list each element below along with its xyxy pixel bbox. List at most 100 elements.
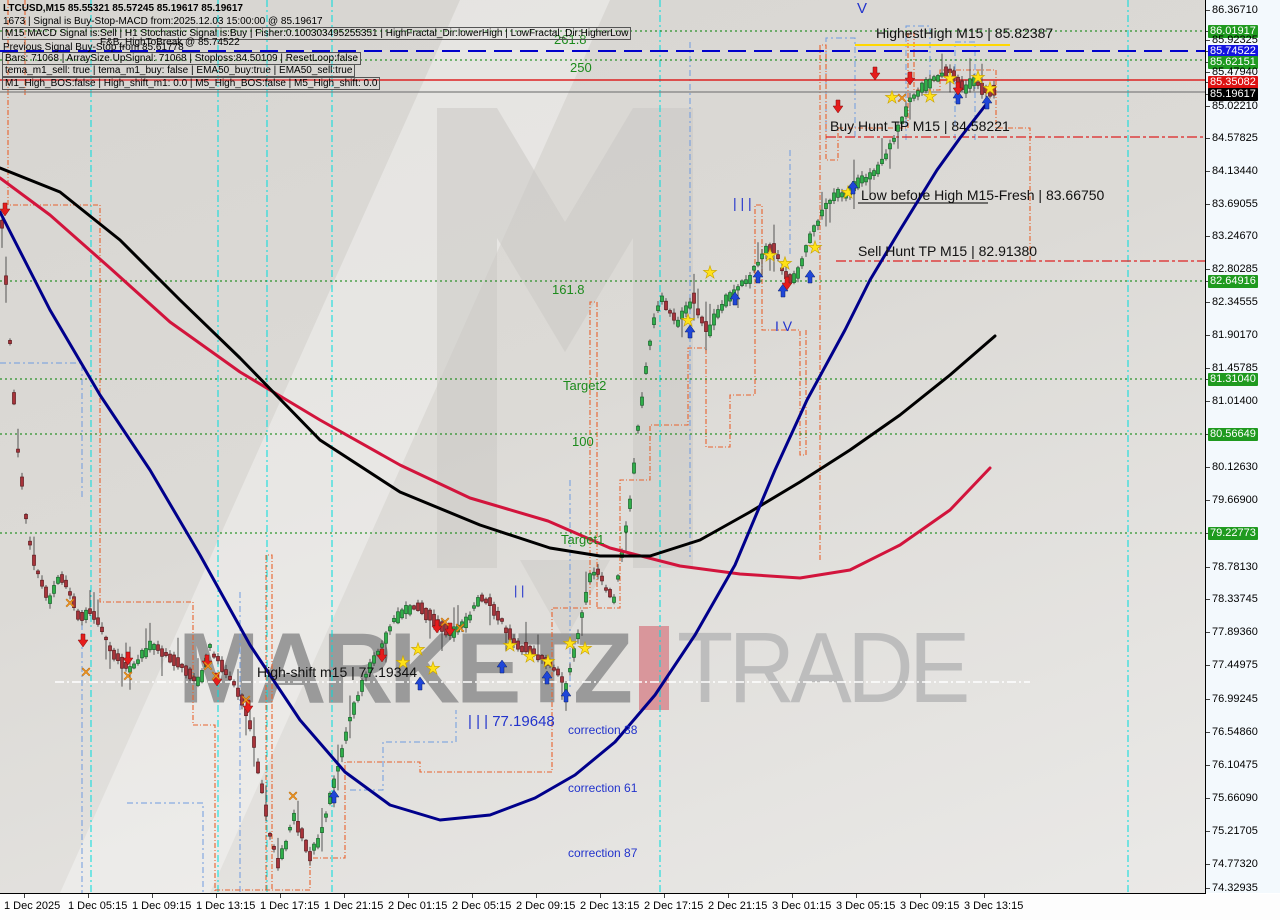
- candle: [392, 617, 396, 623]
- buy-arrow-icon: [752, 269, 764, 284]
- candle: [552, 667, 556, 671]
- candle: [408, 605, 412, 615]
- price-tick-label: 82.80285: [1212, 263, 1258, 275]
- candle: [456, 624, 460, 633]
- wave-label-text: | |: [514, 583, 524, 598]
- candle: [908, 97, 912, 103]
- price-tick-label: 86.36710: [1212, 4, 1258, 16]
- candle: [400, 609, 404, 619]
- tick-dash: [1206, 798, 1210, 799]
- ma-crimson-line: [0, 176, 992, 580]
- time-tick-dash: [792, 894, 793, 898]
- star-signal-icon: ★: [395, 653, 410, 673]
- candle: [972, 77, 976, 87]
- fib-label-text: 100: [572, 434, 594, 449]
- candle: [544, 657, 548, 666]
- price-tick: 80.12630: [1206, 461, 1280, 474]
- candle: [136, 659, 140, 664]
- time-tick-label: 2 Dec 01:15: [388, 900, 448, 912]
- candle: [8, 340, 12, 344]
- candle: [304, 839, 308, 852]
- buy-arrow-icon: [981, 95, 993, 110]
- price-tick-label: 82.34555: [1212, 296, 1258, 308]
- price-tick-label: 80.56649: [1208, 428, 1258, 441]
- buy-arrow-icon: [684, 324, 696, 339]
- wave-label-text: | | | 77.19648: [468, 713, 555, 730]
- price-tick-label: 85.62151: [1208, 56, 1258, 69]
- trailing-stop-line: [819, 32, 1031, 560]
- price-tick: 78.33745: [1206, 593, 1280, 606]
- candle: [164, 652, 168, 656]
- candle: [684, 305, 688, 314]
- candle: [924, 79, 928, 92]
- price-tick: 83.69055: [1206, 198, 1280, 211]
- tick-dash: [1206, 368, 1210, 369]
- candle: [716, 309, 720, 318]
- candle: [316, 838, 320, 848]
- candle: [24, 514, 28, 520]
- candle: [724, 294, 728, 307]
- candle: [216, 656, 220, 662]
- candle: [964, 84, 968, 94]
- candle: [568, 668, 572, 673]
- chart-annotation-text: High-shift m15 | 77.19344: [257, 664, 417, 680]
- candle: [52, 585, 56, 594]
- candle: [168, 653, 172, 663]
- time-tick-dash: [408, 894, 409, 898]
- star-signal-icon: ★: [942, 69, 957, 89]
- candle: [480, 594, 484, 602]
- candle: [668, 310, 672, 314]
- candle: [368, 662, 372, 673]
- candle: [296, 821, 300, 833]
- price-axis[interactable]: 86.36710 86.01917 85.92325 85.74522 85.62151…: [1206, 0, 1280, 895]
- price-tick-label: 80.12630: [1212, 461, 1258, 473]
- candle: [932, 76, 936, 81]
- price-tick: 86.36710: [1206, 4, 1280, 17]
- candle: [988, 88, 992, 97]
- candle: [536, 654, 540, 661]
- buy-arrow-icon: [496, 659, 508, 674]
- price-tick: 81.01400: [1206, 395, 1280, 408]
- chart-canvas[interactable]: ★★★★★ ★★ ★★★★ ★★★★ ★★ ★★✕✕ ✕✕✕✕✕✕ ✕✕HighestHigh…: [0, 0, 1205, 893]
- time-tick-label: 1 Dec 09:15: [132, 900, 192, 912]
- candle: [428, 609, 432, 621]
- price-tick: 76.10475: [1206, 759, 1280, 772]
- chart-annotation-text: HighestHigh M15 | 85.82387: [876, 25, 1053, 41]
- bos-shift-line: M1_High_BOS:false | High_shift_m1: 0.0 |…: [2, 77, 381, 90]
- price-tick: 74.32935: [1206, 882, 1280, 895]
- fractal-channel-line: [0, 362, 83, 500]
- candle: [872, 170, 876, 177]
- price-tick-label: 81.31040: [1208, 373, 1258, 386]
- price-level-badge: 86.01917: [1206, 25, 1280, 38]
- candle: [176, 657, 180, 668]
- candle: [948, 68, 952, 74]
- price-tick: 85.02210: [1206, 100, 1280, 113]
- buy-arrow-icon: [560, 688, 572, 703]
- candle: [156, 644, 160, 651]
- candle: [940, 72, 944, 77]
- sell-arrow-icon: [0, 202, 11, 217]
- candle: [492, 604, 496, 616]
- candle: [792, 273, 796, 283]
- price-tick-label: 82.64916: [1208, 275, 1258, 288]
- candle: [824, 202, 828, 209]
- tick-dash: [1206, 765, 1210, 766]
- candle: [484, 598, 488, 604]
- chart-annotation-text: Sell Hunt TP M15 | 82.91380: [858, 243, 1037, 259]
- chart-plot-area[interactable]: MARKETZ TRADE ★ ★ ★ ★ ★ ★ ★ ★ ★ ★ ★ ★ ★ ★ ★ ★ ★ ★ ★ ✕ ✕ ✕ ✕ ✕ ✕ ✕…: [0, 0, 1206, 894]
- candle: [616, 575, 620, 580]
- buy-arrow-icon: [328, 789, 340, 804]
- star-signal-icon: ★: [970, 68, 985, 88]
- candle: [656, 305, 660, 311]
- sell-arrow-icon: [242, 699, 254, 714]
- candle: [580, 612, 584, 618]
- x-close-signal-icon: ✕: [122, 669, 134, 685]
- candle: [868, 172, 872, 180]
- candle: [512, 638, 516, 645]
- tick-dash: [1206, 302, 1210, 303]
- time-tick-dash: [600, 894, 601, 898]
- candle: [776, 254, 780, 259]
- time-axis[interactable]: 1 Dec 2025 1 Dec 05:15 1 Dec 09:15 1 Dec 13…: [0, 894, 1280, 920]
- background-watermark-shapes: [437, 108, 693, 640]
- trailing-stop-line: [7, 0, 216, 893]
